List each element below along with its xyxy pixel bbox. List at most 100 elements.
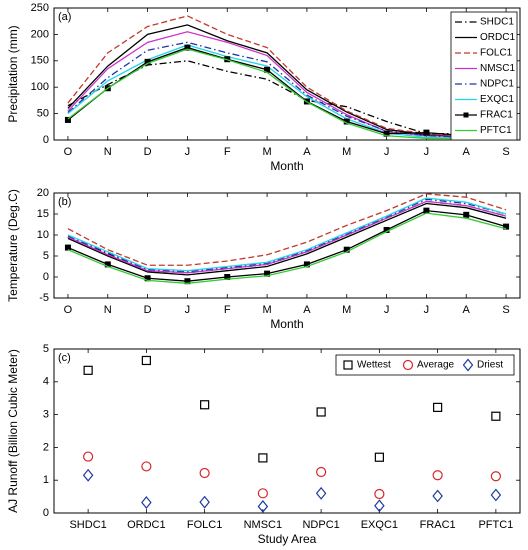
x-tick-label: NMSC1 [244, 519, 283, 531]
x-tick-label: EXQC1 [361, 519, 398, 531]
y-axis-label: Temperature (Deg.C) [6, 189, 20, 302]
panel-2: -5 0 5 10 15 20 O N D J F M A M J J A S Month Temperature (… [6, 187, 521, 331]
data-point-average [257, 488, 268, 499]
y-tick-label: -5 [39, 292, 49, 304]
panel-3: 0 1 2 3 4 5 SHDC1 ORDC1 FOLC1 NMSC1 NDPC1 EXQC1 FRAC… [6, 343, 521, 546]
legend-label: Average [417, 360, 455, 371]
legend-box [450, 11, 518, 141]
x-tick-label: M [262, 304, 271, 316]
data-point-average [199, 467, 210, 479]
panel-label: (a) [58, 11, 71, 23]
plot-frame [53, 348, 521, 514]
data-point-average [83, 451, 94, 462]
series-line-folc1 [67, 15, 507, 137]
x-tick-label: J [185, 304, 191, 316]
x-tick-label: N [104, 304, 112, 316]
legend-marker [343, 360, 353, 370]
series-line-exqc1 [67, 197, 507, 272]
x-tick-label: J [185, 146, 191, 158]
series-line-nmsc1 [67, 200, 507, 274]
data-point [423, 207, 430, 214]
y-axis-label: Precipitation (mm) [6, 25, 20, 122]
panel-1: 0 50 100 150 200 250 O N D J F M A M J J A S Month Precipit… [6, 2, 521, 173]
x-axis-label: Month [270, 159, 303, 173]
panel-label: (b) [58, 196, 71, 208]
legend-label: Wettest [357, 360, 391, 371]
x-tick-label: A [303, 146, 311, 158]
x-axis-label: Study Area [258, 532, 317, 546]
x-tick-label: J [384, 304, 390, 316]
data-point [64, 116, 71, 123]
y-tick-label: 100 [31, 81, 49, 93]
y-tick-label: 150 [31, 55, 49, 67]
data-point-average [432, 470, 443, 481]
data-point [64, 244, 71, 251]
data-point-average [316, 466, 327, 478]
legend: SHDC1 ORDC1 FOLC1 NMSC1 NDPC1 EXQC1 FRAC1 PFTC1 [450, 11, 518, 141]
x-tick-label: S [502, 304, 509, 316]
y-tick-label: 0 [43, 507, 49, 519]
legend: Wettest Average Driest [335, 354, 515, 376]
series-line-pftc1 [67, 212, 507, 284]
x-tick-label: M [262, 146, 271, 158]
x-tick-label: F [224, 146, 231, 158]
legend-label: FRAC1 [480, 110, 513, 121]
x-tick-label: FOLC1 [187, 519, 222, 531]
data-point [503, 223, 510, 230]
y-tick-label: 0 [43, 134, 49, 146]
data-point-wettest [316, 407, 326, 417]
legend-label: NMSC1 [480, 63, 515, 74]
y-tick-label: 4 [43, 376, 49, 388]
data-point-wettest [491, 411, 501, 421]
x-tick-label: SHDC1 [69, 519, 106, 531]
plot-frame [53, 192, 521, 299]
legend-label: EXQC1 [480, 94, 514, 105]
data-point-driest [257, 499, 269, 513]
x-tick-label: M [342, 304, 351, 316]
series-line-ndpc1 [67, 198, 507, 273]
x-tick-label: J [424, 146, 430, 158]
legend-marker [402, 359, 414, 371]
x-axis-label: Month [270, 317, 303, 331]
data-point [463, 211, 470, 218]
x-tick-label: N [104, 146, 112, 158]
data-point-wettest [200, 400, 210, 410]
x-tick-label: PFTC1 [478, 519, 513, 531]
x-tick-label: J [424, 304, 430, 316]
legend-marker [463, 112, 469, 118]
y-axis-label: AJ Runoff (Billion Cubic Meter) [6, 349, 20, 513]
y-tick-label: 50 [37, 108, 49, 120]
panel-label: (c) [58, 352, 71, 364]
legend-label: FOLC1 [480, 48, 513, 59]
x-tick-label: D [144, 146, 152, 158]
series-line-ndpc1 [67, 41, 507, 139]
legend-label: SHDC1 [480, 17, 514, 28]
series-line-ordc1 [67, 202, 507, 276]
y-tick-label: 2 [43, 441, 49, 453]
series-line-pftc1 [67, 48, 507, 140]
y-tick-label: 250 [31, 2, 49, 14]
x-tick-label: A [463, 304, 471, 316]
data-point-wettest [141, 355, 151, 366]
y-tick-label: 0 [43, 271, 49, 283]
data-point-driest [82, 468, 94, 482]
data-point-wettest [83, 365, 93, 375]
data-point-driest [374, 499, 385, 513]
data-point-average [490, 471, 501, 482]
x-tick-label: A [463, 146, 471, 158]
x-tick-label: ORDC1 [127, 519, 166, 531]
series-line-frac1 [67, 209, 507, 282]
y-tick-label: 1 [43, 474, 49, 486]
data-point-driest [141, 496, 152, 509]
x-tick-label: NDPC1 [302, 519, 339, 531]
data-point-driest [315, 486, 327, 500]
data-point-average [374, 488, 385, 500]
y-tick-label: 20 [37, 187, 49, 199]
series-line-ordc1 [67, 24, 507, 138]
y-tick-label: 5 [43, 343, 49, 355]
legend-label: PFTC1 [480, 125, 512, 136]
data-point-driest [432, 489, 443, 503]
x-tick-label: F [224, 304, 231, 316]
data-point-wettest [433, 402, 443, 412]
